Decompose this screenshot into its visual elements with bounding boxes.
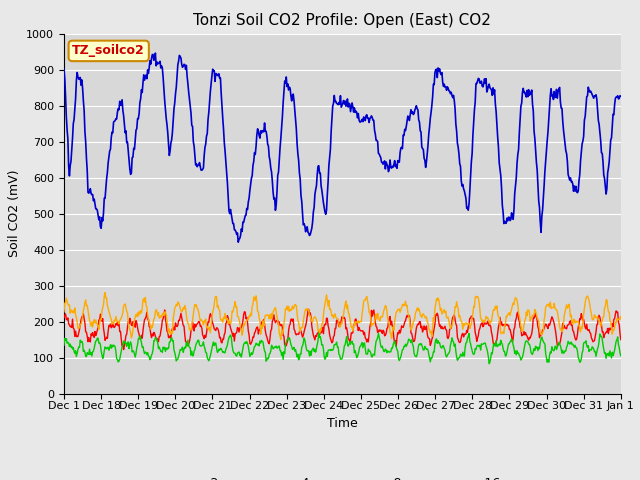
- Title: Tonzi Soil CO2 Profile: Open (East) CO2: Tonzi Soil CO2 Profile: Open (East) CO2: [193, 13, 492, 28]
- X-axis label: Time: Time: [327, 417, 358, 430]
- Y-axis label: Soil CO2 (mV): Soil CO2 (mV): [8, 170, 20, 257]
- Text: TZ_soilco2: TZ_soilco2: [72, 44, 145, 58]
- Legend: -2cm, -4cm, -8cm, -16cm: -2cm, -4cm, -8cm, -16cm: [160, 472, 525, 480]
